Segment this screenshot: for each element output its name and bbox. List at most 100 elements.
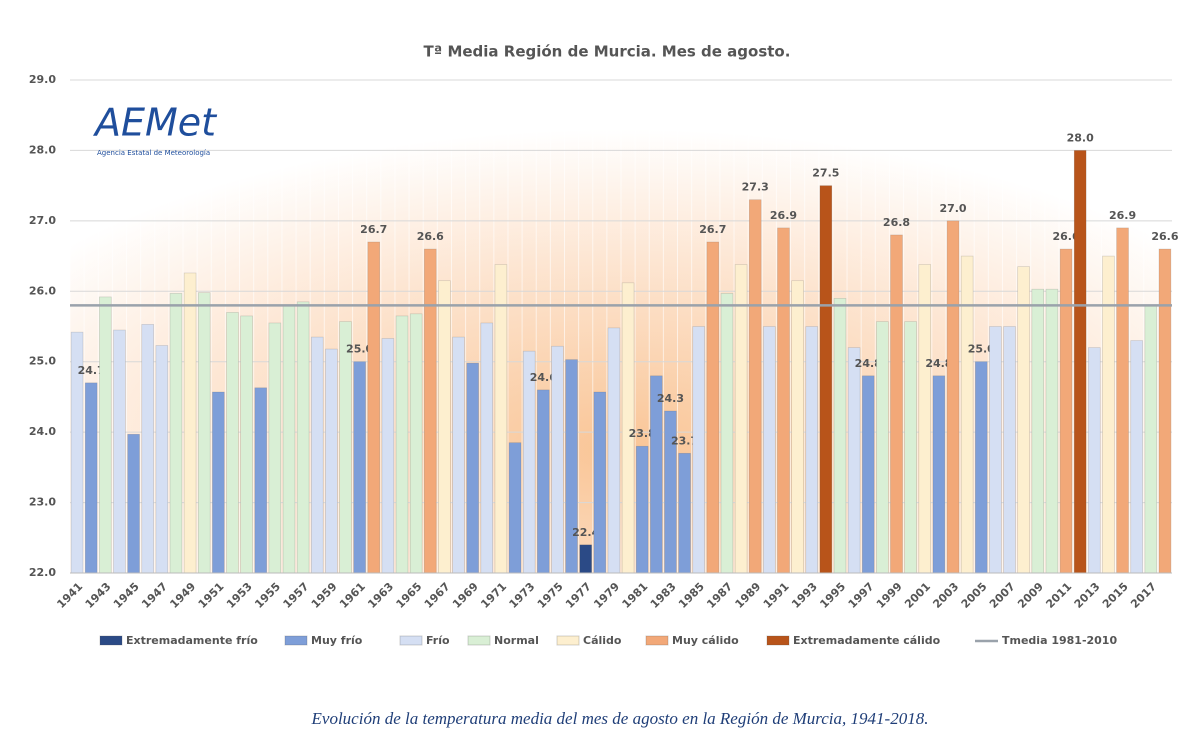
bar bbox=[946, 220, 960, 574]
value-label: 25.0 bbox=[968, 343, 995, 356]
bar bbox=[1003, 326, 1016, 574]
x-tick-label: 1957 bbox=[281, 580, 312, 611]
bar bbox=[409, 313, 423, 574]
value-label: 26.8 bbox=[883, 216, 910, 229]
value-label: 24.6 bbox=[530, 371, 557, 384]
x-tick-label: 2001 bbox=[902, 580, 933, 611]
x-tick-label: 1955 bbox=[252, 580, 283, 611]
bar bbox=[734, 264, 748, 574]
value-label: 26.9 bbox=[1109, 209, 1136, 222]
bar bbox=[325, 348, 338, 574]
bar bbox=[169, 293, 183, 574]
bar bbox=[635, 445, 649, 574]
bar bbox=[1102, 255, 1115, 574]
bar bbox=[494, 264, 508, 574]
y-tick-label: 28.0 bbox=[29, 143, 56, 156]
x-tick-label: 2007 bbox=[987, 580, 1018, 611]
bar bbox=[565, 359, 578, 574]
bar bbox=[1045, 288, 1059, 574]
bar bbox=[438, 280, 451, 574]
bar bbox=[452, 336, 465, 574]
x-tick-label: 2013 bbox=[1072, 580, 1103, 611]
bar bbox=[367, 241, 380, 574]
bar bbox=[282, 305, 296, 574]
x-tick-label: 1965 bbox=[394, 580, 425, 611]
value-label: 26.9 bbox=[770, 209, 797, 222]
x-tick-label: 2005 bbox=[959, 580, 990, 611]
bar bbox=[1073, 150, 1087, 574]
value-label: 27.0 bbox=[939, 202, 966, 215]
bar bbox=[508, 442, 522, 574]
legend-label: Extremadamente cálido bbox=[793, 634, 941, 647]
x-tick-label: 1997 bbox=[846, 580, 877, 611]
x-tick-label: 1961 bbox=[337, 580, 368, 611]
bar bbox=[84, 382, 98, 574]
bar bbox=[1017, 266, 1030, 574]
y-tick-label: 23.0 bbox=[29, 496, 56, 509]
x-tick-label: 1983 bbox=[648, 580, 679, 611]
bar bbox=[805, 326, 818, 574]
bar bbox=[522, 350, 536, 574]
x-tick-label: 1973 bbox=[507, 580, 538, 611]
value-label: 26.6 bbox=[1151, 230, 1178, 243]
y-tick-label: 29.0 bbox=[29, 73, 56, 86]
bar bbox=[692, 326, 705, 574]
bar bbox=[480, 322, 494, 574]
bar bbox=[254, 387, 267, 574]
logo-subtitle: Agencia Estatal de Meteorología bbox=[97, 149, 210, 157]
bar bbox=[311, 336, 324, 574]
bar bbox=[551, 345, 564, 574]
x-tick-label: 2015 bbox=[1100, 580, 1131, 611]
bar bbox=[127, 433, 140, 574]
legend-swatch bbox=[467, 635, 491, 646]
value-label: 24.3 bbox=[657, 392, 684, 405]
x-tick-label: 2017 bbox=[1128, 580, 1159, 611]
bar bbox=[833, 298, 847, 574]
value-label: 26.6 bbox=[417, 230, 444, 243]
legend-label: Extremadamente frío bbox=[126, 634, 258, 647]
x-tick-label: 1943 bbox=[83, 580, 114, 611]
x-tick-label: 1991 bbox=[761, 580, 792, 611]
bar bbox=[424, 248, 437, 574]
value-label: 26.6 bbox=[1052, 230, 1079, 243]
value-label: 25.0 bbox=[346, 343, 373, 356]
bar bbox=[791, 280, 804, 574]
bar bbox=[960, 255, 974, 574]
bar bbox=[847, 347, 861, 574]
bar bbox=[155, 345, 169, 574]
legend-swatch bbox=[284, 635, 308, 646]
bar bbox=[339, 321, 352, 574]
legend-label: Frío bbox=[426, 634, 450, 647]
bar bbox=[197, 292, 211, 574]
bar bbox=[748, 199, 762, 574]
value-label: 22.4 bbox=[572, 526, 599, 539]
bar bbox=[381, 338, 395, 574]
legend-label: Muy cálido bbox=[672, 634, 739, 647]
value-label: 24.8 bbox=[925, 357, 952, 370]
x-tick-label: 1993 bbox=[789, 580, 820, 611]
x-tick-label: 1995 bbox=[817, 580, 848, 611]
value-label: 23.7 bbox=[671, 434, 698, 447]
legend-swatch bbox=[99, 635, 123, 646]
bar bbox=[466, 362, 479, 574]
bar bbox=[918, 264, 931, 574]
x-tick-label: 1981 bbox=[620, 580, 651, 611]
x-tick-label: 1963 bbox=[365, 580, 396, 611]
bar bbox=[113, 329, 126, 574]
value-label: 27.3 bbox=[742, 181, 769, 194]
bar bbox=[678, 452, 691, 574]
bar bbox=[296, 301, 310, 574]
value-label: 23.8 bbox=[629, 427, 656, 440]
bar bbox=[141, 324, 154, 574]
bar bbox=[1116, 227, 1129, 574]
caption: Evolución de la temperatura media del me… bbox=[311, 709, 929, 728]
y-tick-label: 25.0 bbox=[29, 355, 56, 368]
x-tick-label: 1999 bbox=[874, 580, 905, 611]
chart-title: Tª Media Región de Murcia. Mes de agosto… bbox=[424, 43, 791, 61]
x-tick-label: 1941 bbox=[54, 580, 85, 611]
bar bbox=[989, 326, 1002, 574]
bar bbox=[650, 375, 663, 574]
bar bbox=[862, 375, 875, 574]
x-tick-label: 1947 bbox=[139, 580, 170, 611]
bar bbox=[777, 227, 790, 574]
